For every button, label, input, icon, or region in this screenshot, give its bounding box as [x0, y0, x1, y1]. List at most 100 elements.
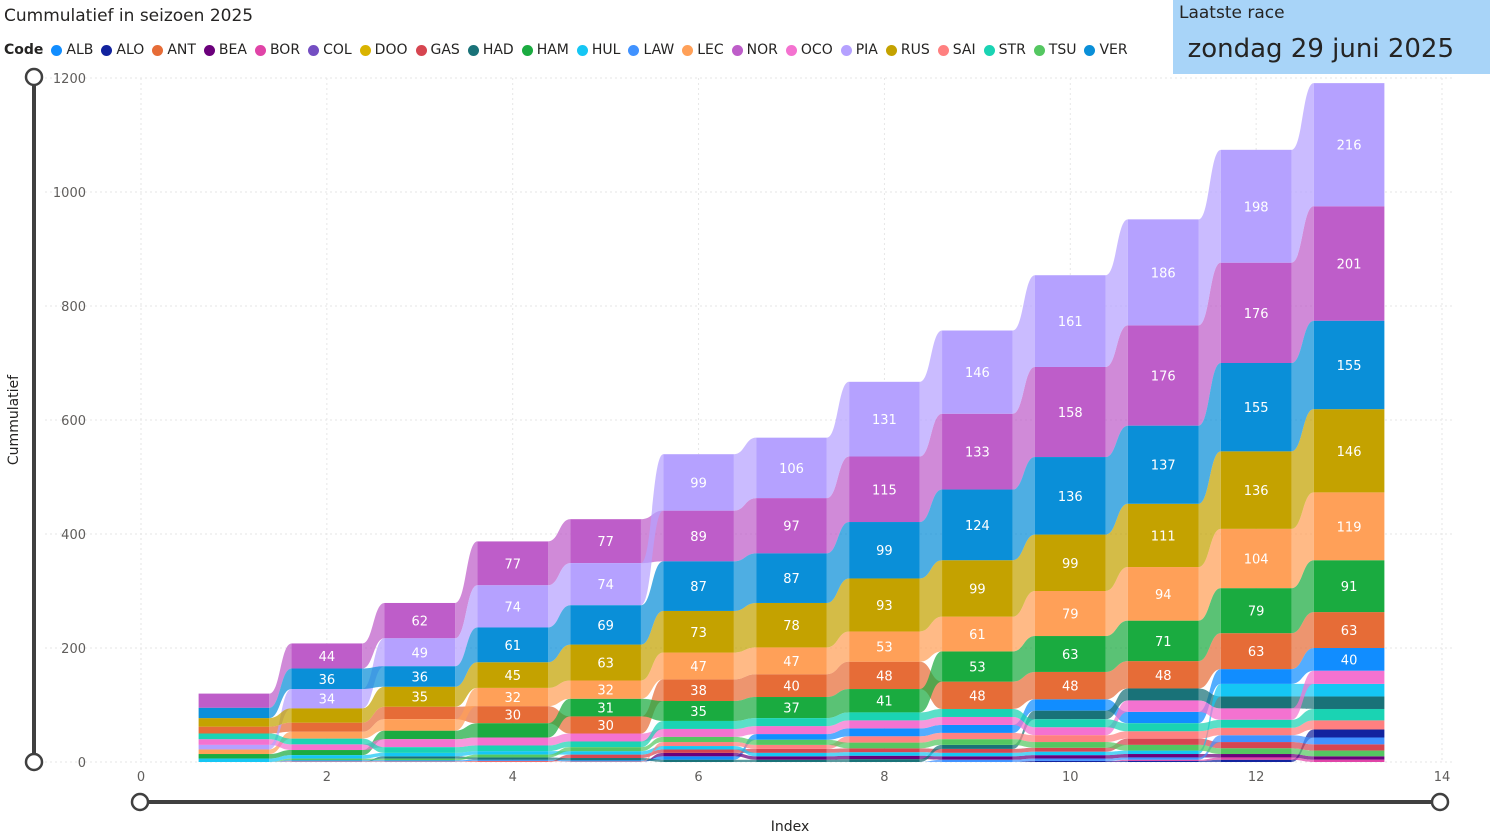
bar-gas[interactable] [849, 748, 920, 753]
bar-sai[interactable] [663, 742, 734, 747]
bar-oco[interactable] [756, 726, 827, 735]
bar-hul[interactable] [1220, 683, 1292, 697]
bar-ver[interactable] [1034, 457, 1106, 535]
bar-ver[interactable] [198, 707, 270, 719]
bar-ham[interactable] [570, 698, 641, 717]
bar-sai[interactable] [291, 761, 363, 762]
bar-lec[interactable] [849, 631, 920, 662]
bar-ver[interactable] [849, 522, 920, 579]
bar-pia[interactable] [663, 454, 734, 511]
bar-tsu[interactable] [663, 736, 734, 743]
bar-nor[interactable] [663, 510, 734, 562]
bar-tsu[interactable] [1034, 742, 1106, 748]
bar-had[interactable] [1127, 688, 1199, 701]
bar-gas[interactable] [663, 749, 734, 753]
legend-item-pia[interactable]: PIA [840, 42, 878, 58]
bar-pia[interactable] [1127, 219, 1199, 326]
bar-bea[interactable] [942, 756, 1013, 760]
bar-bea[interactable] [849, 755, 920, 760]
bar-oco[interactable] [477, 737, 549, 746]
bar-alb[interactable] [291, 760, 363, 762]
bar-nor[interactable] [291, 643, 363, 669]
bar-str[interactable] [198, 733, 270, 740]
bar-ant[interactable] [1220, 633, 1292, 670]
bar-lec[interactable] [756, 647, 827, 675]
bar-lec[interactable] [1034, 591, 1106, 637]
bar-ver[interactable] [384, 666, 456, 687]
bar-rus[interactable] [570, 644, 641, 681]
bar-ham[interactable] [1313, 560, 1385, 613]
bar-nor[interactable] [1220, 262, 1292, 363]
bar-bea[interactable] [1220, 754, 1292, 758]
bar-str[interactable] [291, 738, 363, 745]
bar-sai[interactable] [756, 744, 827, 749]
x-range-slider-handle-right[interactable] [1430, 792, 1450, 812]
bar-law[interactable] [1127, 757, 1199, 760]
range-sliders[interactable] [24, 67, 1450, 812]
bar-sai[interactable] [942, 732, 1013, 740]
bar-rus[interactable] [198, 718, 270, 727]
bar-ver[interactable] [570, 605, 641, 645]
legend-item-ant[interactable]: ANT [152, 42, 196, 58]
bar-pia[interactable] [756, 437, 827, 499]
bar-hul[interactable] [291, 755, 363, 759]
bar-had[interactable] [1313, 696, 1385, 709]
bar-str[interactable] [570, 741, 641, 748]
bar-lec[interactable] [1220, 528, 1292, 589]
legend-item-nor[interactable]: NOR [731, 42, 778, 58]
bar-oco[interactable] [291, 744, 363, 751]
legend-item-tsu[interactable]: TSU [1033, 42, 1076, 58]
bar-tsu[interactable] [291, 758, 363, 761]
bar-pia[interactable] [291, 689, 363, 709]
bar-tsu[interactable] [756, 739, 827, 745]
bar-rus[interactable] [477, 662, 549, 688]
legend-item-doo[interactable]: DOO [359, 42, 408, 58]
legend-item-law[interactable]: LAW [628, 42, 674, 58]
bar-rus[interactable] [291, 708, 363, 723]
legend-item-lec[interactable]: LEC [682, 42, 724, 58]
bar-rus[interactable] [1220, 451, 1292, 529]
bar-ant[interactable] [1313, 612, 1385, 648]
bar-pia[interactable] [849, 381, 920, 457]
bar-had[interactable] [1034, 710, 1106, 720]
bar-sai[interactable] [1127, 731, 1199, 739]
bar-oco[interactable] [570, 733, 641, 742]
bar-gas[interactable] [756, 748, 827, 753]
bar-pia[interactable] [477, 585, 549, 628]
bar-ham[interactable] [1127, 620, 1199, 662]
bar-alb[interactable] [756, 734, 827, 740]
bar-alo[interactable] [1034, 760, 1106, 762]
bar-lec[interactable] [942, 616, 1013, 652]
bar-ant[interactable] [942, 681, 1013, 709]
bar-nor[interactable] [384, 602, 456, 639]
bar-alb[interactable] [942, 724, 1013, 733]
bar-ver[interactable] [1220, 363, 1292, 452]
bar-rus[interactable] [1127, 503, 1199, 568]
bar-lec[interactable] [477, 687, 549, 707]
bar-sai[interactable] [1220, 727, 1292, 736]
bar-rus[interactable] [849, 578, 920, 632]
bar-ant[interactable] [291, 722, 363, 732]
bar-bor[interactable] [1313, 759, 1385, 762]
bar-ham[interactable] [477, 723, 549, 738]
legend-item-col[interactable]: COL [308, 42, 352, 58]
bar-hul[interactable] [942, 752, 1013, 757]
bar-sai[interactable] [477, 760, 549, 762]
bar-gas[interactable] [477, 761, 549, 762]
bar-pia[interactable] [570, 563, 641, 606]
bar-hul[interactable] [570, 751, 641, 755]
bar-str[interactable] [756, 718, 827, 727]
legend-item-rus[interactable]: RUS [885, 42, 930, 58]
bar-oco[interactable] [849, 720, 920, 729]
bar-ham[interactable] [756, 697, 827, 719]
bar-rus[interactable] [1313, 409, 1385, 493]
bar-pia[interactable] [1313, 83, 1385, 207]
bar-had[interactable] [663, 759, 734, 762]
bar-had[interactable] [849, 759, 920, 762]
bar-lec[interactable] [1313, 492, 1385, 561]
bar-oco[interactable] [198, 739, 270, 745]
bar-str[interactable] [849, 712, 920, 721]
bar-ver[interactable] [1313, 320, 1385, 410]
bar-alb[interactable] [1220, 669, 1292, 684]
